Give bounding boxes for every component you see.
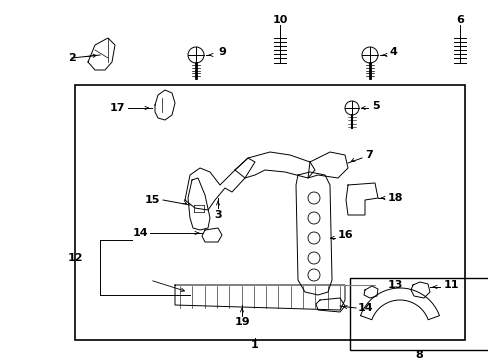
Text: 3: 3 xyxy=(214,210,222,220)
Text: 17: 17 xyxy=(109,103,125,113)
Text: 8: 8 xyxy=(414,350,422,360)
Text: 14: 14 xyxy=(132,228,148,238)
Text: 1: 1 xyxy=(251,340,258,350)
Polygon shape xyxy=(346,183,377,215)
Text: 10: 10 xyxy=(272,15,287,25)
Text: 2: 2 xyxy=(68,53,76,63)
Text: 11: 11 xyxy=(443,280,459,290)
Text: 6: 6 xyxy=(455,15,463,25)
Polygon shape xyxy=(235,152,314,178)
Polygon shape xyxy=(410,282,429,298)
Text: 5: 5 xyxy=(371,101,379,111)
Polygon shape xyxy=(363,286,377,298)
Polygon shape xyxy=(187,178,209,230)
Text: 13: 13 xyxy=(387,280,403,290)
Polygon shape xyxy=(202,228,222,242)
Text: 4: 4 xyxy=(389,47,397,57)
Text: 16: 16 xyxy=(337,230,353,240)
Text: 19: 19 xyxy=(234,317,249,327)
Text: 18: 18 xyxy=(387,193,403,203)
Polygon shape xyxy=(184,158,254,210)
Polygon shape xyxy=(315,298,345,312)
Bar xyxy=(349,278,488,350)
Polygon shape xyxy=(155,90,175,120)
Polygon shape xyxy=(88,38,115,70)
Text: 15: 15 xyxy=(144,195,160,205)
Text: 9: 9 xyxy=(218,47,225,57)
Text: 7: 7 xyxy=(364,150,372,160)
Polygon shape xyxy=(307,152,347,178)
Text: 12: 12 xyxy=(67,253,83,263)
Polygon shape xyxy=(175,285,345,310)
Bar xyxy=(75,85,464,340)
Polygon shape xyxy=(360,288,439,320)
Text: 14: 14 xyxy=(357,303,373,313)
Polygon shape xyxy=(295,172,331,295)
